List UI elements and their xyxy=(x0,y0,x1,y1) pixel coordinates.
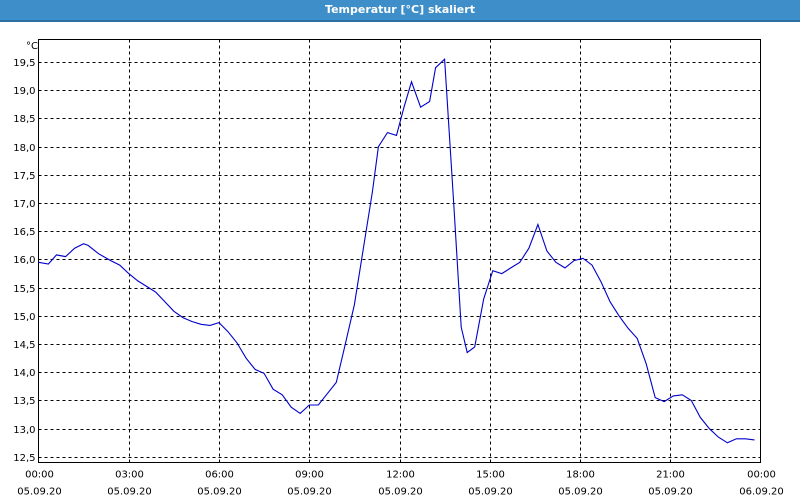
y-tick-label: 19,5 xyxy=(13,58,35,69)
x-tick-date-label: 05.09.20 xyxy=(378,487,423,498)
y-tick-label: 17,0 xyxy=(13,199,35,210)
y-tick-label: 18,0 xyxy=(13,143,35,154)
temperature-chart: °C 12,513,013,514,014,515,015,516,016,51… xyxy=(13,39,784,498)
y-tick-label: 16,0 xyxy=(13,255,35,266)
temperature-series-line xyxy=(38,57,755,444)
y-tick-label: 13,0 xyxy=(13,425,35,436)
plot-frame xyxy=(38,39,761,463)
x-tick-time-label: 18:00 xyxy=(566,470,595,481)
x-tick-date-label: 05.09.20 xyxy=(468,487,513,498)
x-tick-time-label: 03:00 xyxy=(115,470,144,481)
x-tick-date-label: 05.09.20 xyxy=(558,487,603,498)
x-tick-time-label: 09:00 xyxy=(295,470,324,481)
x-tick-time-label: 12:00 xyxy=(386,470,415,481)
x-tick-time-label: 00:00 xyxy=(25,470,54,481)
y-tick-label: 14,5 xyxy=(13,340,35,351)
x-tick-date-label: 06.09.20 xyxy=(739,487,784,498)
tick-labels: 12,5 13,0 13,5 14,0 14,5 15,0 15,5 16,0 16,5 17,0… xyxy=(13,58,784,498)
y-tick-label: 17,5 xyxy=(13,171,35,182)
x-tick-date-label: 05.09.20 xyxy=(17,487,62,498)
y-tick-label: 15,5 xyxy=(13,284,35,295)
x-tick-date-label: 05.09.20 xyxy=(197,487,242,498)
y-tick-label: 16,5 xyxy=(13,227,35,238)
grid-lines xyxy=(38,39,761,463)
y-tick-label: 13,5 xyxy=(13,396,35,407)
x-tick-time-label: 00:00 xyxy=(747,470,776,481)
y-tick-label: 14,0 xyxy=(13,368,35,379)
y-tick-label: 12,5 xyxy=(13,453,35,464)
titlebar-border xyxy=(0,20,800,22)
chart-title: Temperatur [°C] skaliert xyxy=(0,0,800,20)
x-tick-time-label: 21:00 xyxy=(656,470,685,481)
x-tick-time-label: 06:00 xyxy=(205,470,234,481)
x-tick-time-label: 15:00 xyxy=(476,470,505,481)
y-axis-unit-label: °C xyxy=(26,41,38,52)
x-tick-date-label: 05.09.20 xyxy=(648,487,693,498)
x-tick-date-label: 05.09.20 xyxy=(107,487,152,498)
y-tick-label: 15,0 xyxy=(13,312,35,323)
x-tick-date-label: 05.09.20 xyxy=(287,487,332,498)
y-tick-label: 18,5 xyxy=(13,114,35,125)
y-tick-label: 19,0 xyxy=(13,86,35,97)
